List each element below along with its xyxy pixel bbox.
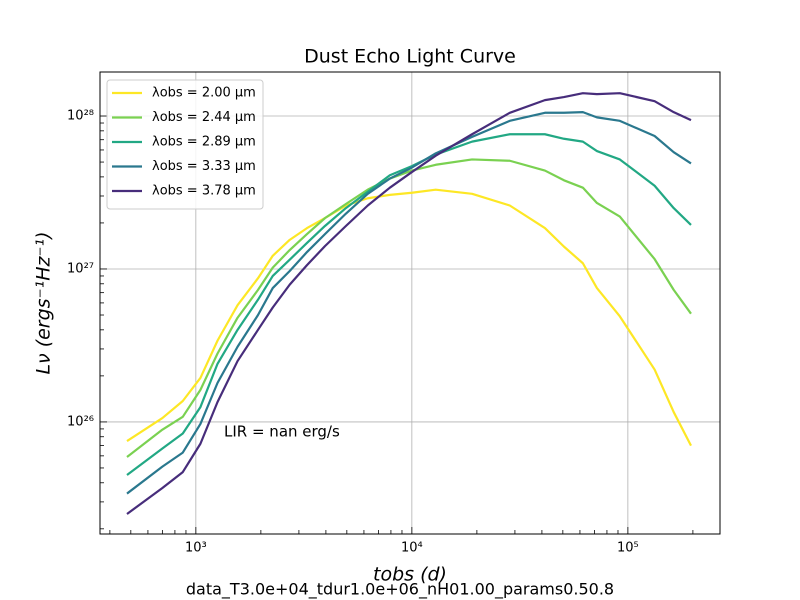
annotation: LIR = nan erg/s xyxy=(224,423,340,441)
legend: λobs = 2.00 μm λobs = 2.44 μm λobs = 2.89 … xyxy=(106,79,264,210)
chart-title: Dust Echo Light Curve xyxy=(304,46,516,68)
legend-label: λobs = 2.44 μm xyxy=(152,110,256,125)
y-axis-label: Lν (ergs⁻¹Hz⁻¹) xyxy=(33,231,55,374)
caption: data_T3.0e+04_tdur1.0e+06_nH01.00_params… xyxy=(186,580,614,600)
legend-label: λobs = 3.33 μm xyxy=(152,159,256,174)
x-tick-label: 10⁵ xyxy=(617,541,639,556)
series-line xyxy=(126,92,692,515)
y-tick-label: 10²⁷ xyxy=(67,261,94,276)
series-line xyxy=(126,111,692,495)
series-line xyxy=(126,133,692,476)
legend-box xyxy=(106,79,264,210)
legend-label: λobs = 2.89 μm xyxy=(152,135,256,150)
y-tick-label: 10²⁸ xyxy=(67,109,94,124)
legend-label: λobs = 2.00 μm xyxy=(152,86,256,101)
x-tick-label: 10³ xyxy=(185,541,207,556)
legend-label: λobs = 3.78 μm xyxy=(152,184,256,199)
plot-frame xyxy=(99,71,721,535)
x-axis-label: tobs (d) xyxy=(373,564,447,586)
y-tick-label: 10²⁶ xyxy=(67,414,94,429)
x-tick-label: 10⁴ xyxy=(401,541,423,556)
